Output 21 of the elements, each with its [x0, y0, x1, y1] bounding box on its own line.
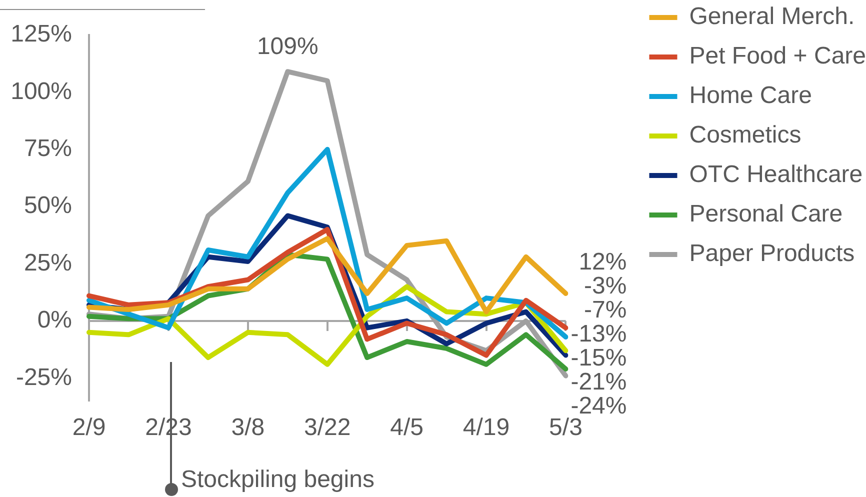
- y-tick-label: 100%: [10, 78, 72, 105]
- y-tick-label: -25%: [16, 364, 72, 391]
- y-tick-label: 75%: [24, 135, 72, 162]
- data-label: 109%: [256, 33, 318, 60]
- legend-label: Paper Products: [689, 240, 855, 268]
- legend-label: OTC Healthcare: [689, 161, 863, 188]
- legend-label: Cosmetics: [689, 122, 802, 149]
- y-tick-label: 125%: [10, 20, 72, 48]
- legend-label: Personal Care: [689, 200, 843, 228]
- x-tick-label: 2/9: [72, 414, 106, 442]
- legend-label: Pet Food + Care: [689, 42, 866, 70]
- x-tick-label: 3/22: [304, 414, 351, 442]
- y-tick-label: 50%: [24, 192, 72, 220]
- legend-label: Home Care: [689, 82, 812, 110]
- y-tick-label: 25%: [24, 249, 72, 276]
- x-tick-label: 4/5: [390, 414, 424, 442]
- x-tick-label: 3/8: [231, 414, 265, 442]
- text: Stockpiling begins: [181, 466, 374, 493]
- y-tick-label: 0%: [37, 306, 72, 334]
- legend-label: General Merch.: [689, 3, 855, 30]
- x-tick-label: 4/19: [462, 414, 510, 442]
